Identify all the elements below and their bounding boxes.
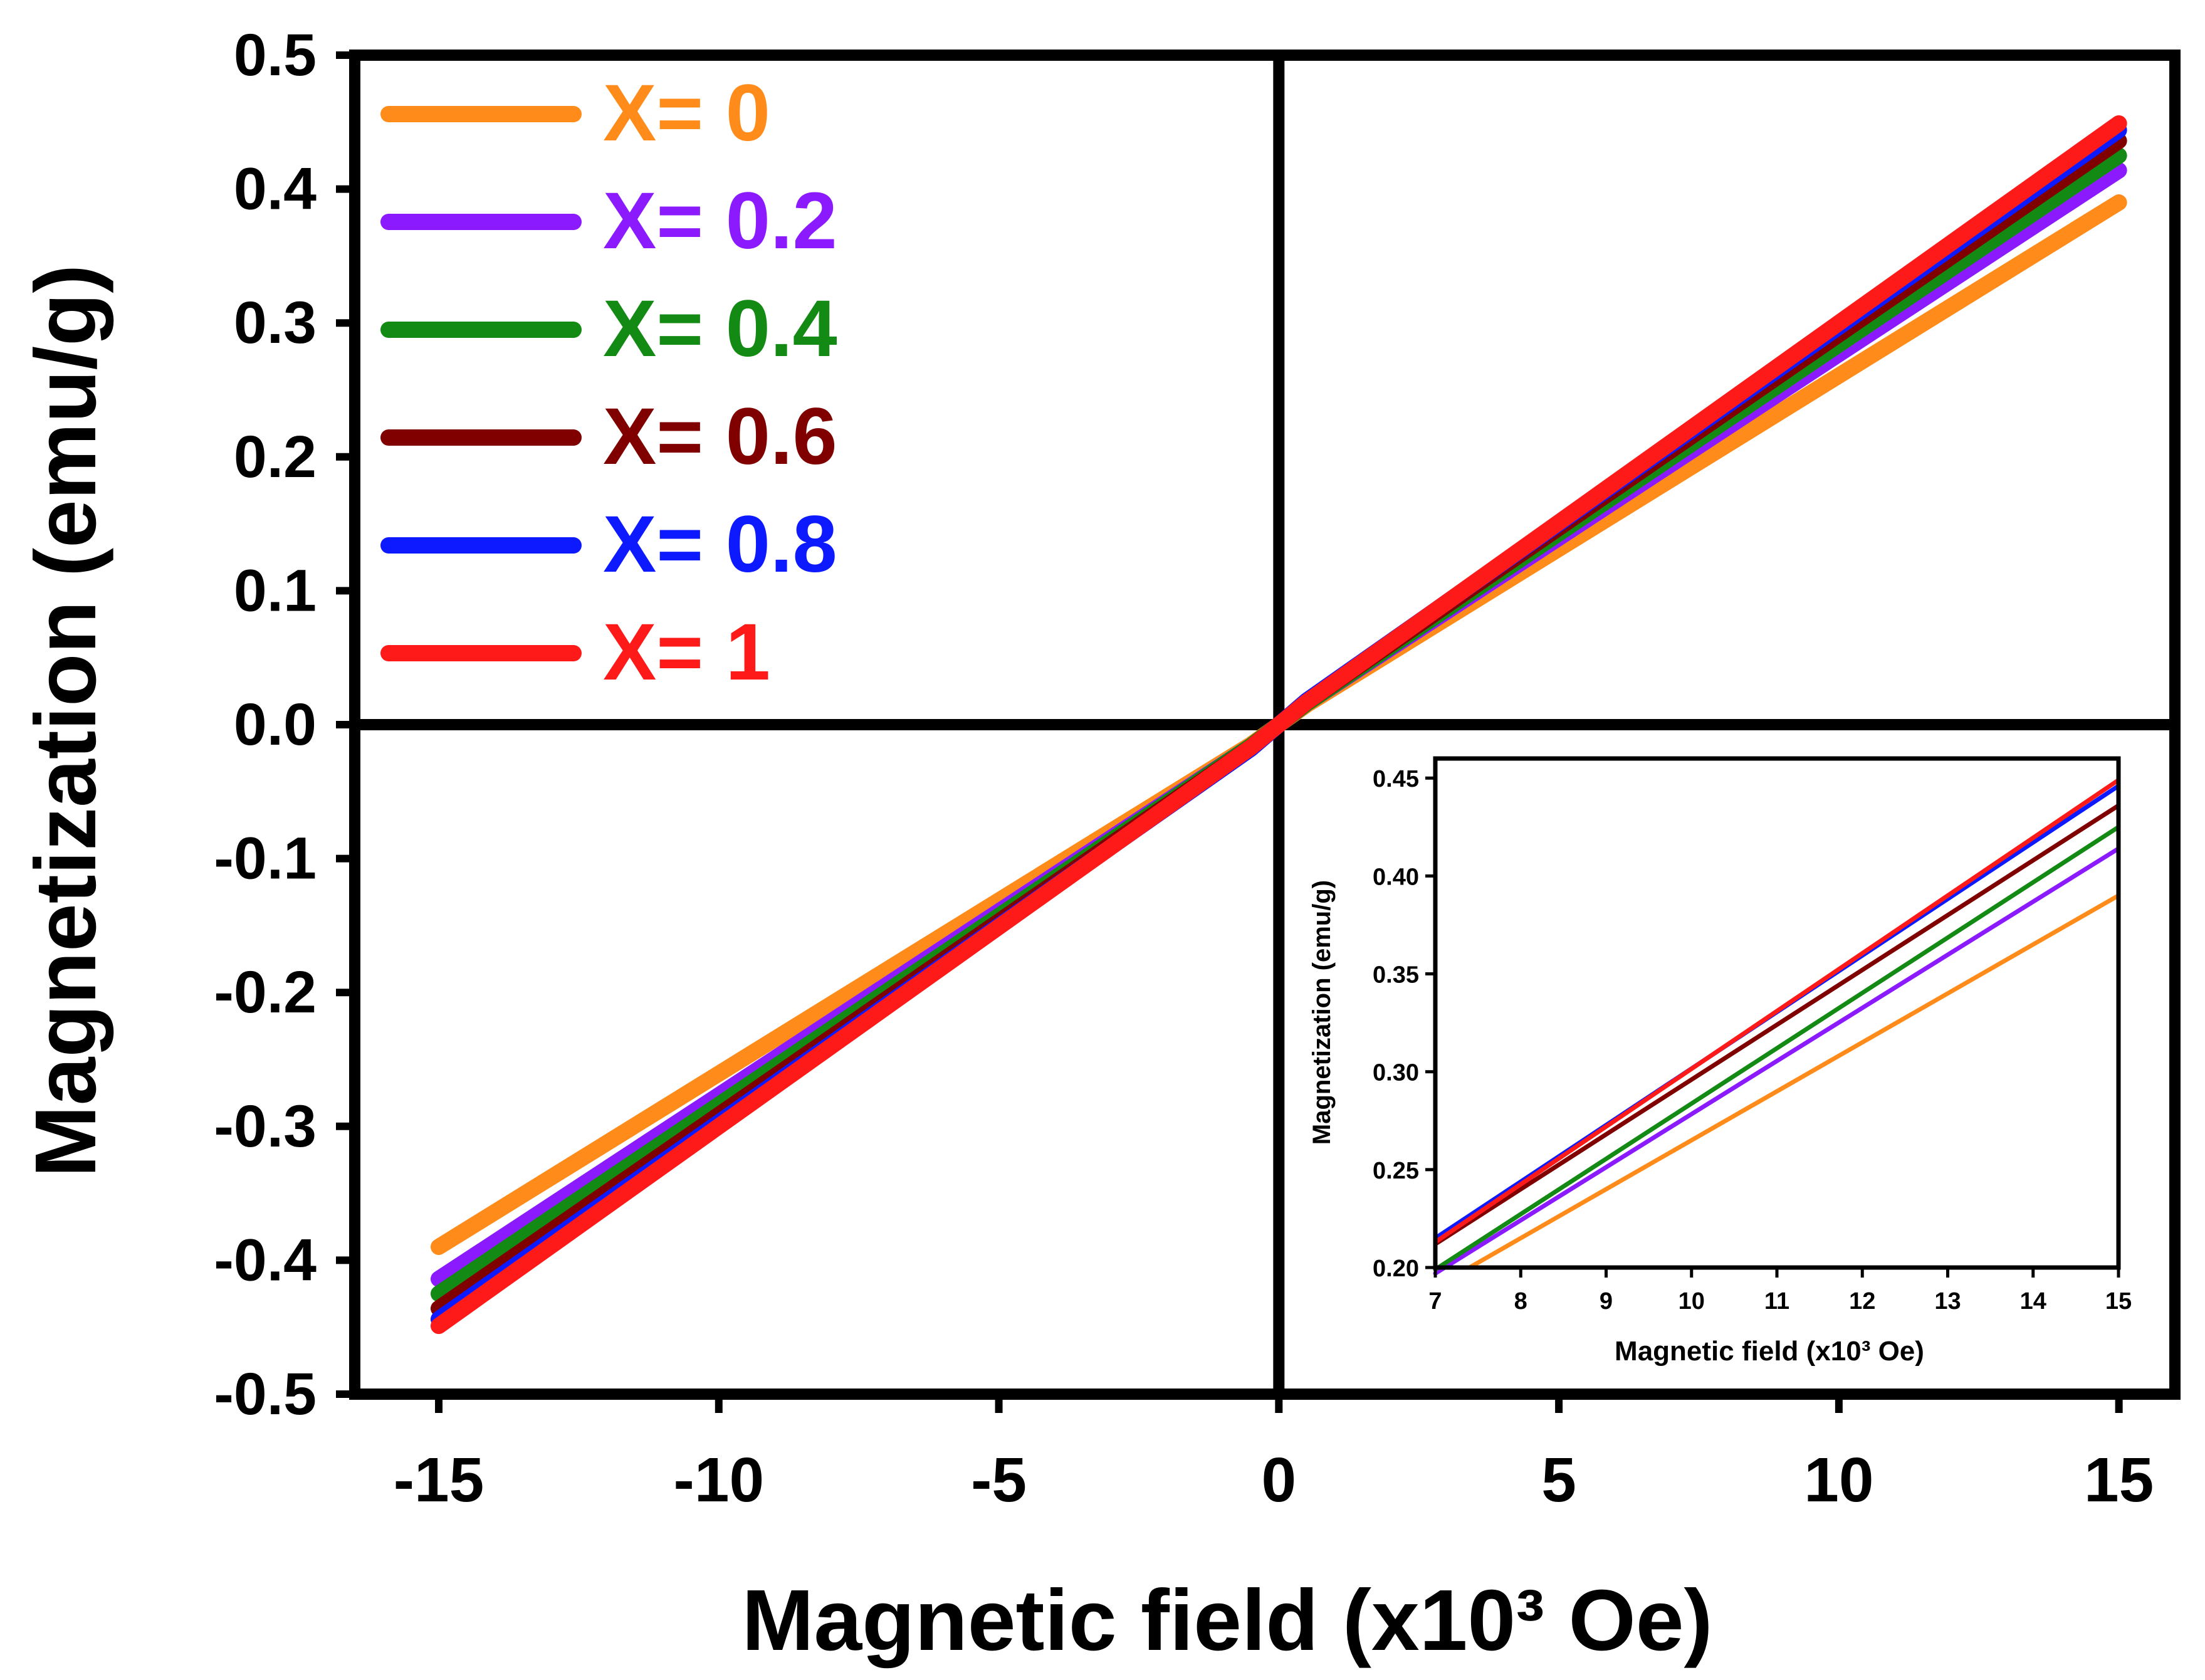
x-tick-label: 10 [1804,1445,1873,1515]
x-tick-label: -15 [394,1445,484,1515]
x-tick-label: 15 [2084,1445,2154,1515]
x-axis-title: Magnetic field (x10³ Oe) [742,1572,1713,1669]
inset-x-axis-title: Magnetic field (x10³ Oe) [1615,1336,1924,1367]
inset-y-tick-label: 0.25 [1373,1158,1419,1184]
y-tick-label: 0.5 [234,22,317,88]
legend-label-4: X= 0.8 [603,500,837,589]
legend-label-3: X= 0.6 [603,392,837,481]
x-tick-label: 5 [1541,1445,1576,1515]
y-tick-label: 0.4 [234,156,317,223]
y-tick-label: -0.1 [214,826,317,892]
x-tick-label: -5 [971,1445,1027,1515]
y-tick-label: -0.2 [214,959,317,1026]
inset-y-axis-title: Magnetization (emu/g) [1308,880,1336,1145]
y-tick-label: -0.4 [214,1227,317,1293]
inset-x-tick-label: 8 [1514,1288,1527,1315]
inset-series-line-2 [1433,824,2121,1272]
inset-x-tick-label: 10 [1679,1288,1705,1315]
inset-x-tick-label: 12 [1849,1288,1875,1315]
y-tick-label: 0.0 [234,691,317,758]
inset-x-tick-label: 9 [1600,1288,1613,1315]
inset-y-tick-label: 0.30 [1373,1060,1419,1086]
inset-y-tick-label: 0.20 [1373,1256,1419,1282]
x-tick-label: 0 [1262,1445,1297,1515]
y-tick-label: -0.5 [214,1361,317,1427]
inset-y-tick-label: 0.45 [1373,766,1419,792]
y-tick-label: 0.1 [234,557,317,624]
inset-plot: 0.20 0.25 0.30 0.35 0.40 0.45 7 8 9 10 11 12 13 14 15 M… [1308,756,2132,1367]
inset-x-tick-label: 11 [1764,1288,1789,1315]
legend-label-5: X= 1 [603,607,770,697]
x-tick-label: -10 [674,1445,765,1515]
inset-y-tick-label: 0.40 [1373,864,1419,890]
legend-label-0: X= 0 [603,68,770,158]
y-axis-title: Magnetization (emu/g) [18,265,114,1178]
y-tick-label: -0.3 [214,1093,317,1160]
series-line-5 [431,115,2127,1335]
legend: X= 0 X= 0.2 X= 0.4 X= 0.6 X= 0.8 X= 1 [380,68,837,697]
inset-x-tick-label: 13 [1934,1288,1961,1315]
y-tick-label: 0.2 [234,424,317,490]
inset-series-line-0 [1467,893,2121,1270]
legend-label-2: X= 0.4 [603,284,837,374]
y-tick-label: 0.3 [234,290,317,356]
inset-x-tick-label: 15 [2105,1288,2132,1315]
inset-series-line-3 [1433,803,2121,1246]
legend-label-1: X= 0.2 [603,176,837,266]
inset-y-tick-label: 0.35 [1373,962,1419,989]
inset-series-line-1 [1433,846,2121,1276]
inset-series-line-5 [1433,777,2121,1244]
inset-x-tick-label: 7 [1428,1288,1442,1315]
inset-x-tick-label: 14 [2020,1288,2046,1315]
main-plot: -0.5 -0.4 -0.3 -0.2 -0.1 0.0 0.1 0.2 0.3 0.4 0.5 -1… [18,22,2181,1669]
